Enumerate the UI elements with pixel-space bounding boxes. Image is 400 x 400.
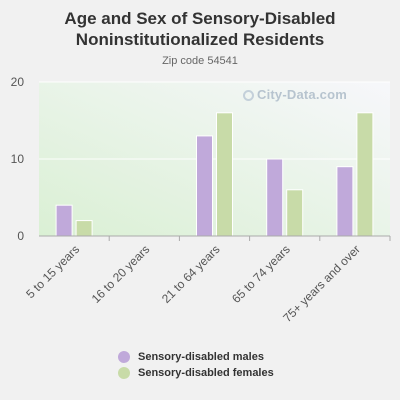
bar-females-2 xyxy=(216,112,233,237)
chart-legend: Sensory-disabled males Sensory-disabled … xyxy=(118,349,274,381)
bar-males-0 xyxy=(55,204,73,237)
legend-swatch-males xyxy=(118,351,130,363)
watermark: City-Data.com xyxy=(243,87,347,102)
legend-item-males: Sensory-disabled males xyxy=(118,349,274,365)
x-tick-label-0: 5 to 15 years xyxy=(23,242,82,301)
legend-swatch-females xyxy=(118,367,130,379)
legend-item-females: Sensory-disabled females xyxy=(118,365,274,381)
magnifier-icon xyxy=(243,90,254,101)
x-tick-label-4: 75+ years and over xyxy=(280,242,363,325)
y-tick-label-1: 10 xyxy=(11,152,25,166)
y-tick-label-2: 20 xyxy=(11,75,25,89)
chart-subtitle: Zip code 54541 xyxy=(162,55,238,67)
x-tick-label-3: 65 to 74 years xyxy=(229,242,293,306)
chart-title: Age and Sex of Sensory-Disabled Noninsti… xyxy=(64,9,336,49)
bar-males-2 xyxy=(196,135,213,237)
legend-label-females: Sensory-disabled females xyxy=(138,367,274,379)
bar-females-0 xyxy=(75,220,93,237)
bar-males-4 xyxy=(336,166,354,237)
y-tick-label-0: 0 xyxy=(17,229,24,243)
x-tick-label-2: 21 to 64 years xyxy=(159,242,223,306)
x-tick-label-1: 16 to 20 years xyxy=(89,242,153,306)
legend-label-males: Sensory-disabled males xyxy=(138,351,264,363)
bar-females-4 xyxy=(356,112,374,237)
bar-females-3 xyxy=(286,189,304,237)
bar-males-3 xyxy=(266,158,284,237)
